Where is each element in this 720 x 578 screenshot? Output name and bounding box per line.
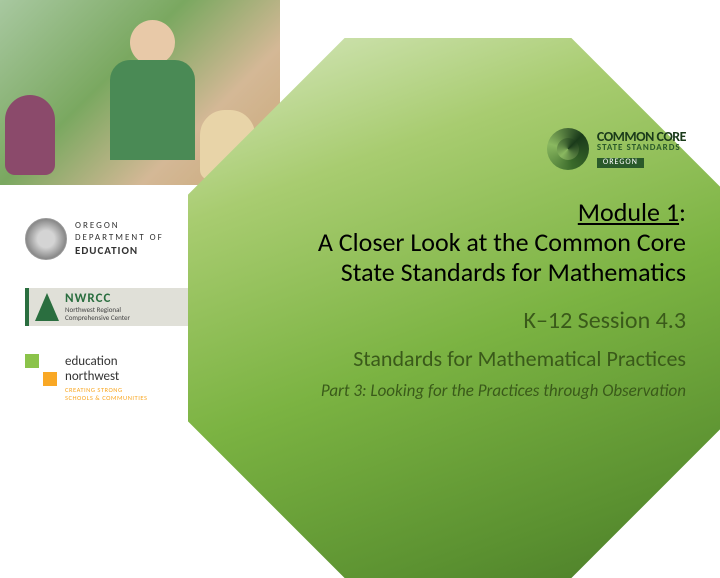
logo-common-core: COMMON CORE STATE STANDARDS OREGON bbox=[547, 128, 686, 170]
cc-badge: OREGON bbox=[597, 158, 644, 168]
module-colon: : bbox=[679, 196, 686, 228]
logo-nwrcc: NWRCC Northwest Regional Comprehensive C… bbox=[25, 288, 205, 326]
sponsor-logos: OREGON DEPARTMENT OF EDUCATION NWRCC Nor… bbox=[25, 218, 205, 430]
title-main: A Closer Look at the Common Core State S… bbox=[286, 228, 686, 288]
logo-state: OREGON bbox=[75, 220, 164, 232]
logo-oregon-dept-education: OREGON DEPARTMENT OF EDUCATION bbox=[25, 218, 205, 260]
logo-line: EDUCATION bbox=[75, 244, 164, 258]
logo-text: OREGON DEPARTMENT OF EDUCATION bbox=[75, 220, 164, 258]
tree-icon bbox=[35, 293, 59, 321]
logo-tagline: CREATING STRONG SCHOOLS & COMMUNITIES bbox=[65, 387, 147, 403]
logo-text: NWRCC Northwest Regional Comprehensive C… bbox=[65, 292, 130, 322]
octagon-panel: COMMON CORE STATE STANDARDS OREGON Modul… bbox=[188, 38, 720, 578]
subtitle: Standards for Mathematical Practices bbox=[286, 345, 686, 372]
logo-full: Northwest Regional Comprehensive Center bbox=[65, 306, 130, 321]
logo-education-northwest: education northwest CREATING STRONG SCHO… bbox=[25, 354, 205, 403]
logo-line: education bbox=[65, 354, 147, 370]
logo-acronym: NWRCC bbox=[65, 292, 130, 306]
title-block: Module 1: A Closer Look at the Common Co… bbox=[286, 196, 686, 401]
logo-line: DEPARTMENT OF bbox=[75, 232, 164, 244]
title-heading: Module 1: A Closer Look at the Common Co… bbox=[286, 196, 686, 288]
logo-text: COMMON CORE STATE STANDARDS OREGON bbox=[597, 130, 686, 167]
module-label: Module 1 bbox=[578, 196, 679, 228]
photo-figure bbox=[5, 95, 55, 175]
part-label: Part 3: Looking for the Practices throug… bbox=[286, 380, 686, 401]
state-seal-icon bbox=[25, 218, 67, 260]
swirl-icon bbox=[547, 128, 589, 170]
session-label: K–12 Session 4.3 bbox=[286, 306, 686, 335]
cc-line: STATE STANDARDS bbox=[597, 144, 686, 153]
logo-text: education northwest CREATING STRONG SCHO… bbox=[65, 354, 147, 403]
squares-icon bbox=[25, 354, 57, 386]
logo-line: northwest bbox=[65, 369, 147, 385]
